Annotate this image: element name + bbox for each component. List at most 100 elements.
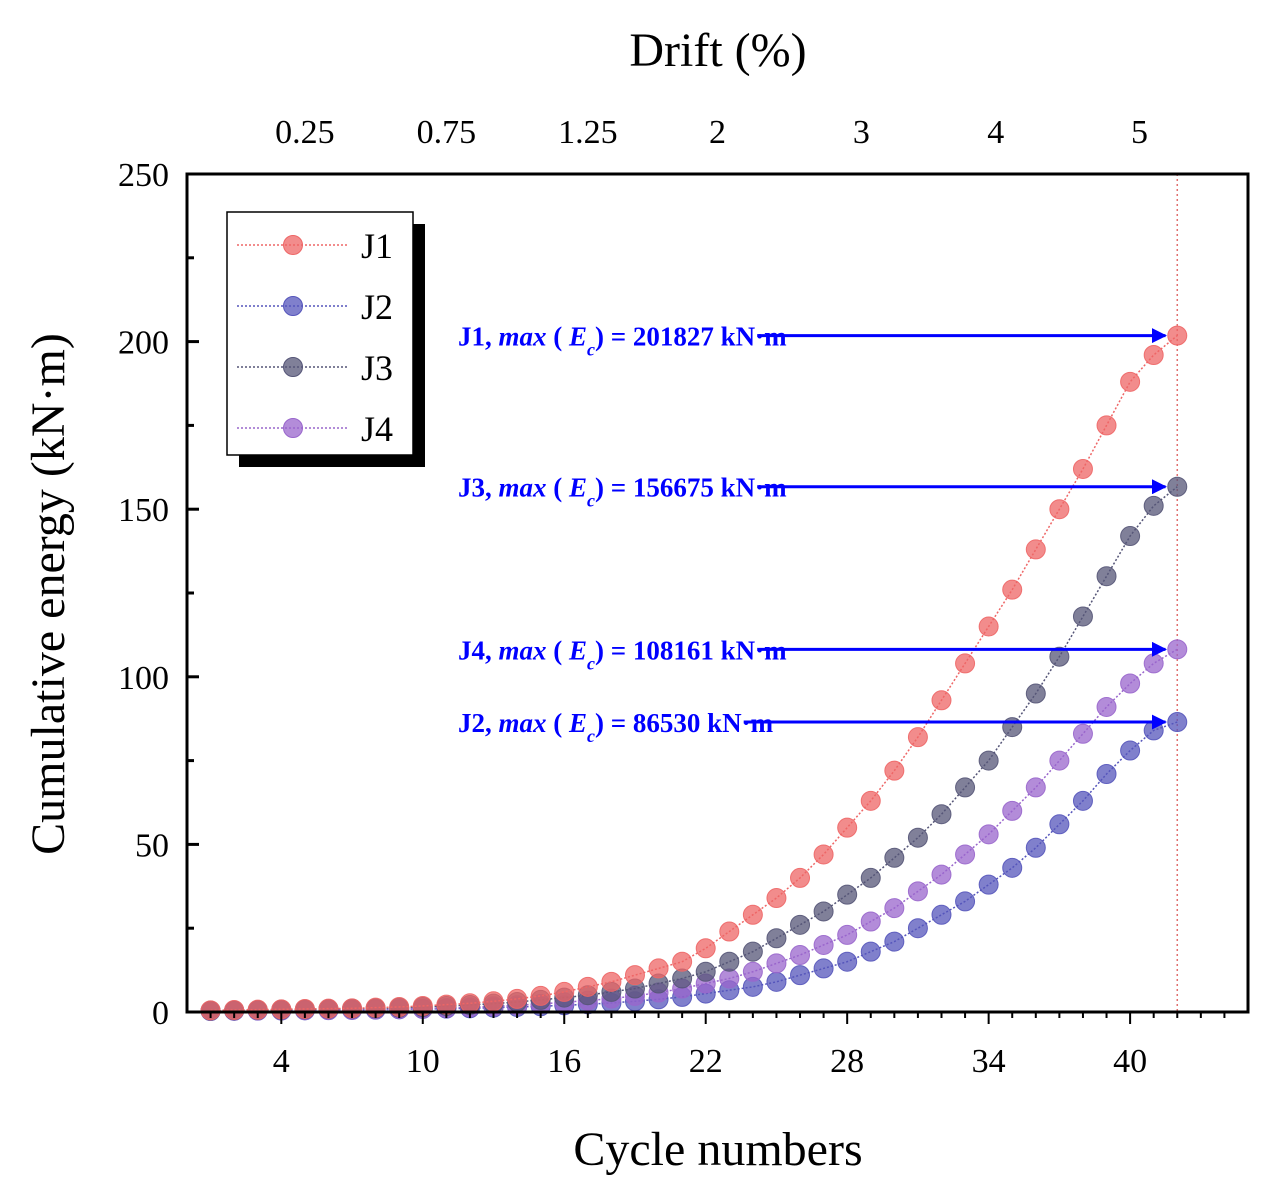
- legend: J1 J2 J3 J4: [226, 211, 425, 467]
- data-point: [1096, 764, 1117, 785]
- data-point: [907, 827, 928, 848]
- y-axis-title: Cumulative energy (kN·m): [22, 333, 75, 855]
- data-point: [978, 750, 999, 771]
- data-point: [648, 958, 669, 979]
- y-tick-label: 50: [135, 827, 169, 864]
- legend-label: J4: [361, 409, 393, 449]
- top-tick-label: 5: [1131, 114, 1148, 151]
- data-point: [884, 760, 905, 781]
- data-point: [813, 901, 834, 922]
- data-point: [1049, 750, 1070, 771]
- data-point: [624, 965, 645, 986]
- legend-item-j3: J3: [237, 348, 393, 388]
- x-tick-label: 16: [547, 1043, 581, 1080]
- annotation-close: ): [595, 708, 604, 738]
- annotation-j1: J1, max ( Ec) = 201827 kN·m: [458, 322, 1167, 360]
- annotation-sym: E: [568, 322, 587, 352]
- legend-item-j1: J1: [237, 226, 393, 266]
- annotation-close: ): [595, 322, 604, 352]
- annotation-text: J2, max ( Ec) = 86530 kN·m: [458, 708, 774, 746]
- data-point: [247, 999, 268, 1020]
- series-layer: [200, 325, 1188, 1021]
- data-point: [1167, 639, 1188, 660]
- series-j2: [200, 712, 1188, 1021]
- x-tick-label: 10: [406, 1043, 440, 1080]
- data-point: [695, 961, 716, 982]
- top-tick-label: 2: [709, 114, 726, 151]
- annotation-suffix: = 156675 kN·m: [604, 473, 787, 503]
- data-point: [1049, 646, 1070, 667]
- data-point: [907, 918, 928, 939]
- annotation-text: J4, max ( Ec) = 108161 kN·m: [458, 635, 787, 673]
- data-point: [790, 965, 811, 986]
- data-point: [931, 690, 952, 711]
- annotation-text: J3, max ( Ec) = 156675 kN·m: [458, 473, 787, 511]
- data-point: [860, 790, 881, 811]
- data-point: [907, 727, 928, 748]
- data-point: [1002, 800, 1023, 821]
- data-point: [1002, 579, 1023, 600]
- annotation-sub: c: [587, 653, 595, 673]
- data-point: [907, 881, 928, 902]
- annotation-open: (: [547, 635, 570, 665]
- data-point: [837, 951, 858, 972]
- data-point: [790, 945, 811, 966]
- data-point: [459, 993, 480, 1014]
- data-point: [507, 988, 528, 1009]
- data-point: [1049, 499, 1070, 520]
- data-point: [860, 867, 881, 888]
- data-point: [813, 844, 834, 865]
- y-tick-label: 100: [118, 660, 169, 697]
- data-point: [719, 921, 740, 942]
- data-point: [955, 777, 976, 798]
- data-point: [1120, 526, 1141, 547]
- data-point: [1120, 673, 1141, 694]
- series-j1: [200, 325, 1188, 1021]
- data-point: [530, 985, 551, 1006]
- annotation-suffix: = 108161 kN·m: [604, 635, 787, 665]
- data-point: [294, 998, 315, 1019]
- series-line: [210, 648, 1178, 1012]
- data-point: [577, 976, 598, 997]
- data-point: [554, 981, 575, 1002]
- legend-marker: [283, 357, 303, 377]
- legend-marker: [283, 235, 303, 255]
- annotation-sub: c: [587, 340, 595, 360]
- data-point: [1072, 606, 1093, 627]
- data-point: [860, 911, 881, 932]
- top-axis-title: Drift (%): [629, 24, 806, 77]
- legend-item-j4: J4: [237, 409, 393, 449]
- annotation-j3: J3, max ( Ec) = 156675 kN·m: [458, 473, 1167, 511]
- data-point: [1072, 458, 1093, 479]
- data-point: [695, 938, 716, 959]
- data-point: [766, 888, 787, 909]
- data-point: [766, 928, 787, 949]
- annotation-prefix: J3,: [458, 473, 499, 503]
- annotation-sym: E: [568, 708, 587, 738]
- y-tick-label: 0: [152, 995, 169, 1032]
- top-tick-label: 4: [987, 114, 1004, 151]
- data-point: [813, 958, 834, 979]
- data-point: [955, 653, 976, 674]
- data-point: [1025, 837, 1046, 858]
- x-tick-label: 34: [972, 1043, 1006, 1080]
- data-point: [1025, 777, 1046, 798]
- data-point: [790, 914, 811, 935]
- data-point: [837, 884, 858, 905]
- annotation-suffix: = 201827 kN·m: [604, 322, 787, 352]
- legend-marker: [283, 296, 303, 316]
- y-tick-label: 150: [118, 492, 169, 529]
- annotation-func: max: [499, 473, 547, 503]
- series-line: [210, 721, 1178, 1012]
- data-point: [931, 804, 952, 825]
- data-point: [200, 1000, 221, 1021]
- data-point: [931, 904, 952, 925]
- data-point: [224, 999, 245, 1020]
- legend-label: J1: [361, 226, 393, 266]
- annotation-sym: E: [568, 473, 587, 503]
- annotation-j4: J4, max ( Ec) = 108161 kN·m: [458, 635, 1167, 673]
- data-point: [672, 968, 693, 989]
- data-point: [1143, 653, 1164, 674]
- data-point: [813, 934, 834, 955]
- annotation-prefix: J2,: [458, 708, 499, 738]
